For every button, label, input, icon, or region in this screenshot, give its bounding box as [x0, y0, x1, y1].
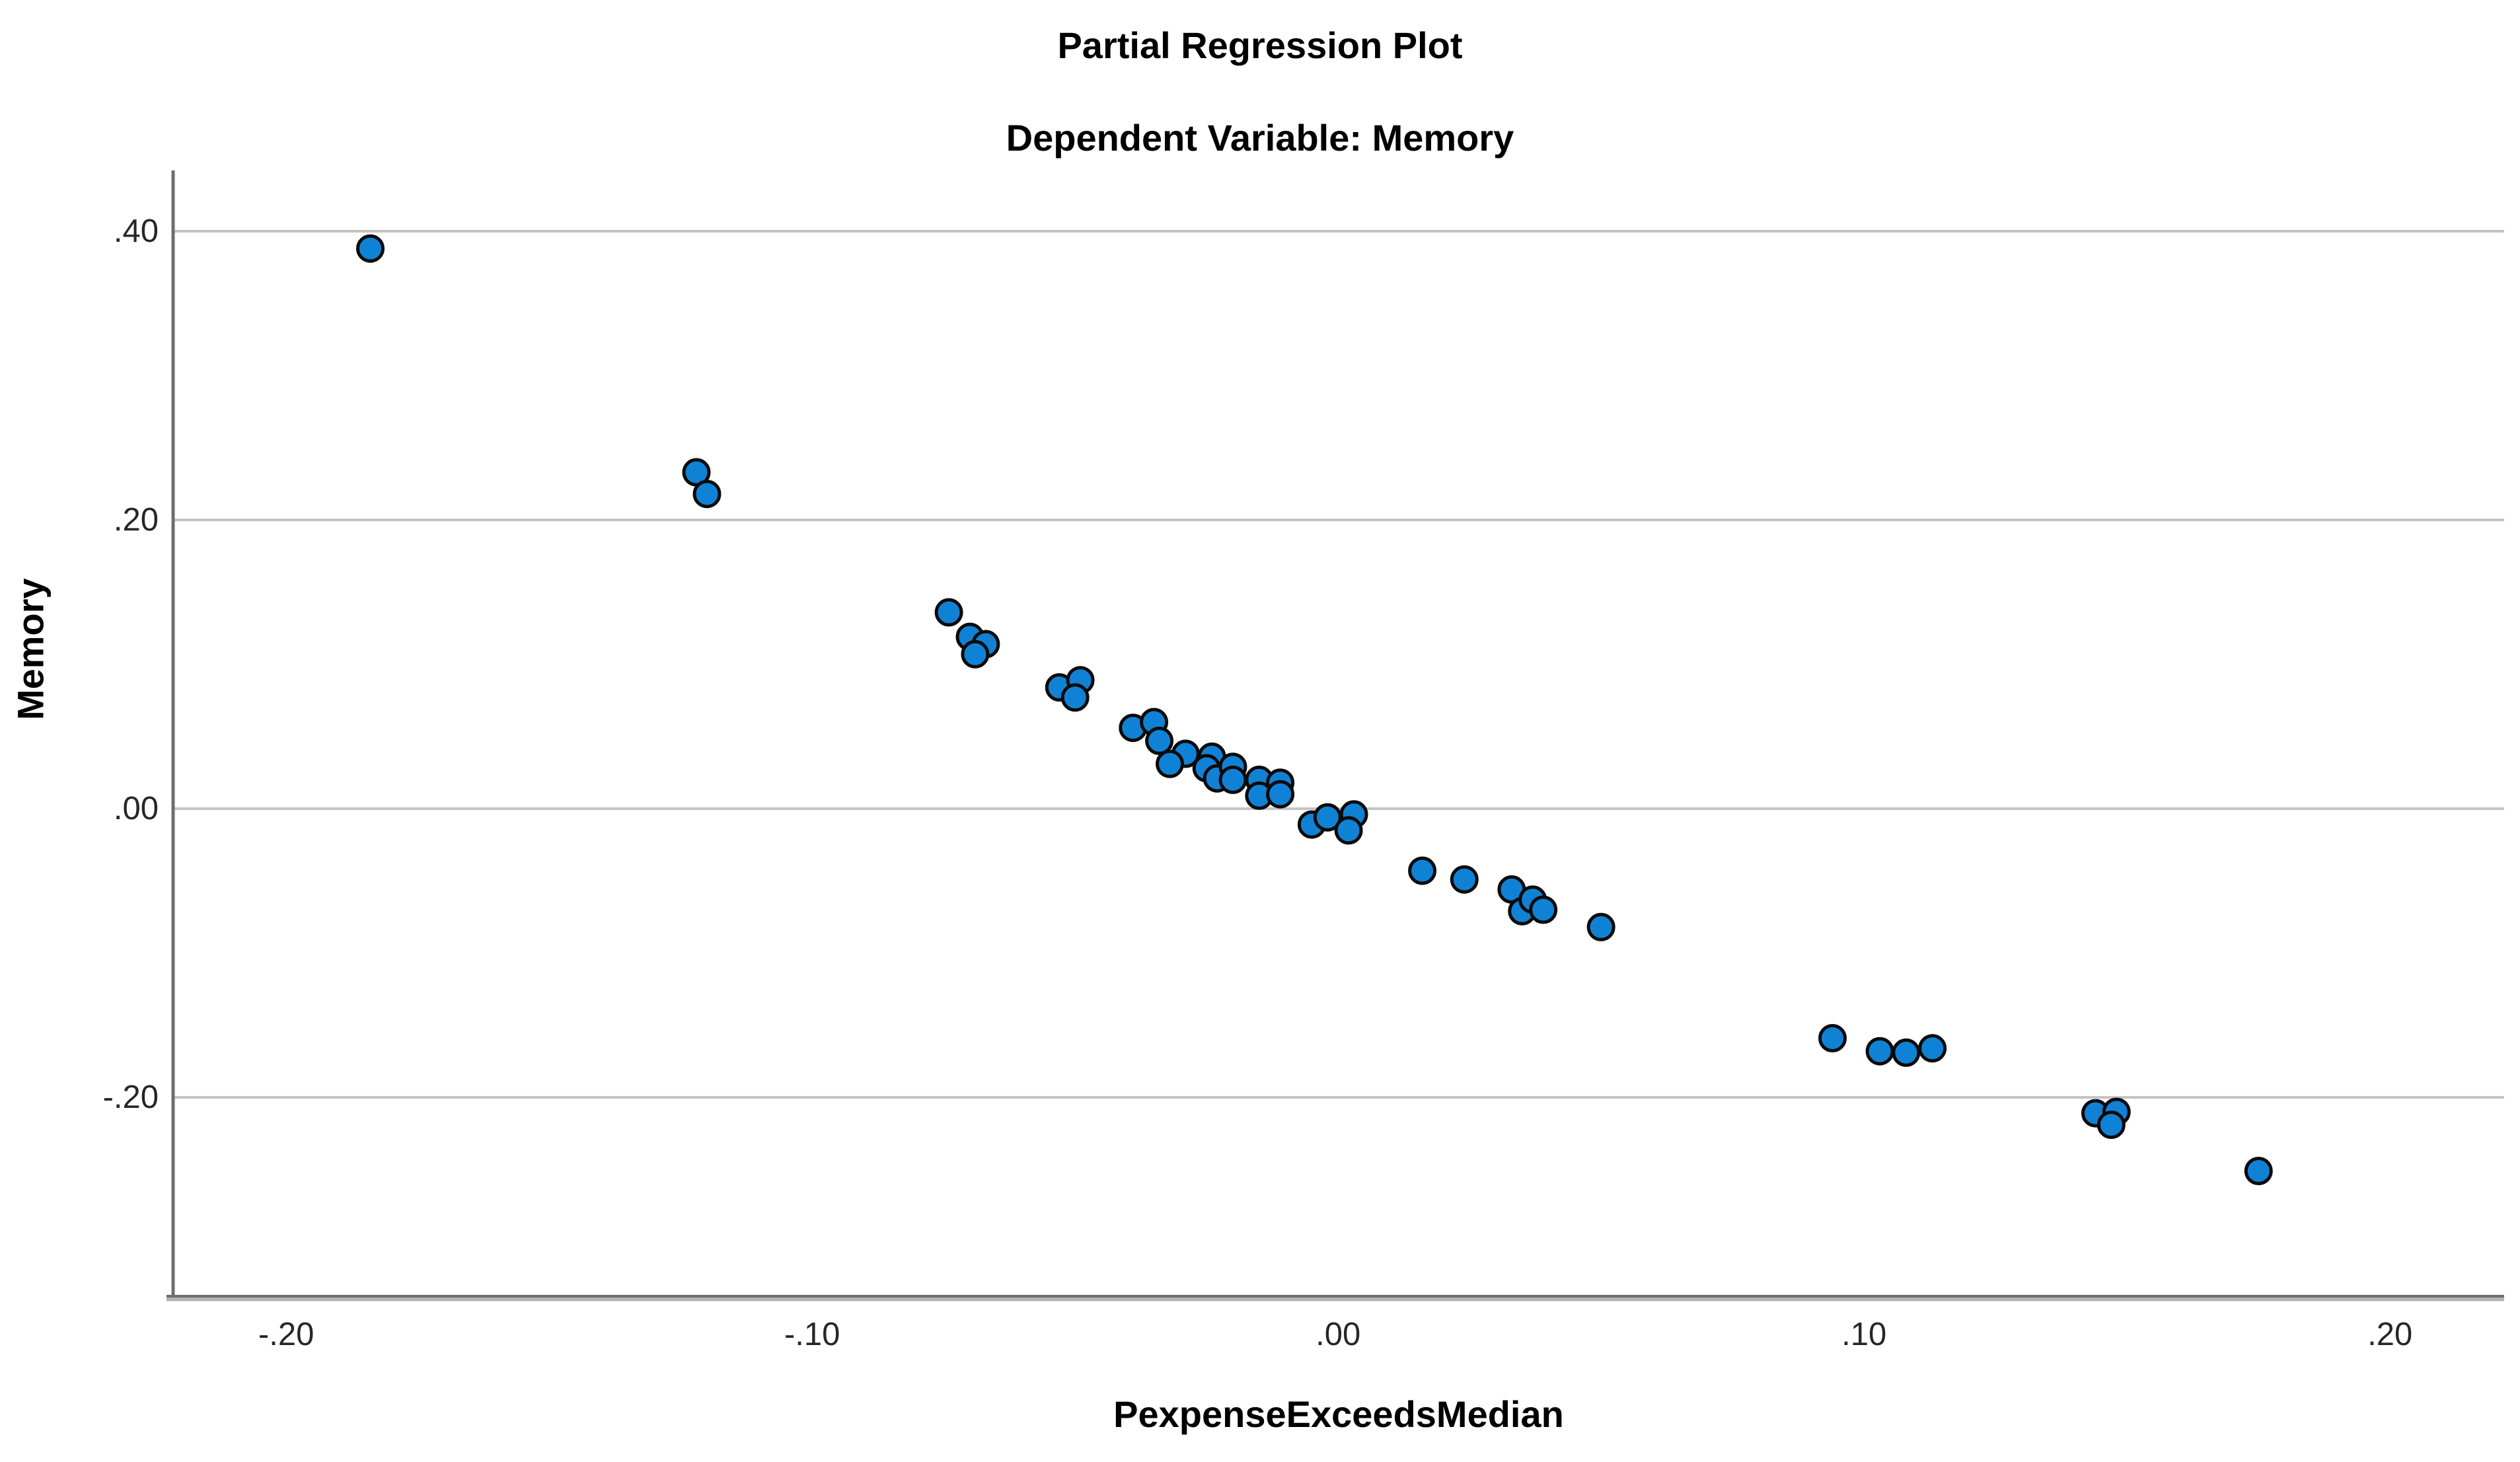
- data-point: [1865, 1037, 1894, 1066]
- chart-title: Partial Regression Plot: [1057, 24, 1463, 66]
- tick-labels: .40 .20 .00 -.20 -.20 -.10 .00 .10 .20: [103, 213, 2413, 1352]
- y-tick-label: .40: [114, 213, 159, 249]
- y-tick-label: .00: [114, 791, 159, 826]
- x-axis-title: PexpenseExceedsMedian: [1113, 1393, 1564, 1435]
- data-point: [2096, 1111, 2126, 1140]
- data-point: [1408, 856, 1437, 885]
- data-point: [1145, 726, 1174, 755]
- y-tick-label: -.20: [103, 1079, 159, 1115]
- data-point: [1918, 1034, 1947, 1063]
- x-tick-label: .20: [2367, 1317, 2412, 1352]
- data-point: [1529, 895, 1558, 924]
- y-axis-title-text: Memory: [9, 578, 52, 720]
- data-point: [1156, 749, 1184, 778]
- x-tick-label: .10: [1841, 1317, 1886, 1352]
- data-point: [356, 234, 385, 263]
- data-point: [1892, 1038, 1921, 1067]
- scatter-points: [356, 234, 2273, 1185]
- data-point: [692, 480, 722, 509]
- data-point: [2244, 1157, 2273, 1185]
- chart-subtitle: Dependent Variable: Memory: [1006, 117, 1514, 159]
- axis-lines: [167, 170, 2504, 1301]
- data-point: [1334, 816, 1363, 845]
- data-point: [1450, 865, 1479, 894]
- data-point: [1218, 765, 1247, 794]
- data-point: [1060, 683, 1090, 712]
- x-tick-label: .00: [1316, 1317, 1360, 1352]
- data-point: [934, 598, 963, 627]
- data-point: [1818, 1024, 1847, 1052]
- data-point: [1586, 912, 1615, 941]
- data-point: [1266, 780, 1295, 809]
- gridlines: [174, 230, 2504, 1099]
- x-tick-label: -.20: [258, 1317, 314, 1352]
- data-point: [961, 640, 990, 669]
- y-tick-label: .20: [114, 502, 159, 538]
- x-tick-label: -.10: [784, 1317, 840, 1352]
